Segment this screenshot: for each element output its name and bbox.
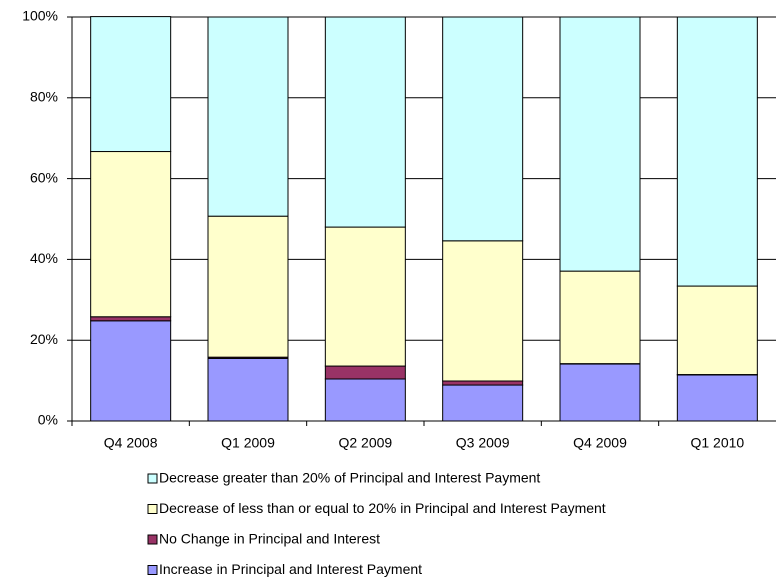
bar-segment (442, 16, 524, 242)
legend-label: Increase in Principal and Interest Payme… (159, 561, 422, 577)
y-tick-label: 40% (30, 250, 58, 266)
legend-swatch (147, 504, 158, 514)
bar-segment (324, 16, 406, 228)
bar-segment (559, 270, 641, 365)
bar-segment (442, 384, 524, 422)
legend-label: Decrease of less than or equal to 20% in… (159, 500, 606, 516)
legend-label: No Change in Principal and Interest (159, 531, 380, 547)
legend-swatch (147, 565, 158, 575)
x-tick-label: Q2 2009 (338, 435, 392, 451)
y-tick-label: 100% (22, 8, 58, 24)
legend-swatch (147, 534, 158, 545)
bar-segment (90, 151, 172, 318)
bar-segment (90, 316, 172, 322)
bar-segment (559, 363, 641, 422)
y-tick-label: 60% (30, 169, 58, 185)
x-tick-label: Q4 2009 (573, 435, 627, 451)
bar-segment (207, 16, 289, 217)
y-tick-label: 0% (38, 412, 58, 428)
bar-segment (207, 357, 289, 422)
bar-segment (324, 378, 406, 422)
y-tick-label: 20% (30, 331, 58, 347)
legend-swatch (147, 473, 158, 484)
bar-segment (324, 365, 406, 380)
x-tick-label: Q4 2008 (104, 435, 158, 451)
bar-segment (676, 374, 758, 422)
bar-segment (90, 16, 172, 153)
bar-segment (90, 320, 172, 422)
bar-segment (324, 226, 406, 367)
bar-segment (207, 215, 289, 358)
bar-segment (442, 380, 524, 386)
bar-segment (559, 16, 641, 272)
legend-label: Decrease greater than 20% of Principal a… (159, 470, 540, 486)
x-tick-label: Q3 2009 (456, 435, 510, 451)
bar-segment (442, 240, 524, 382)
x-tick-label: Q1 2009 (221, 435, 275, 451)
bar-segment (676, 285, 758, 376)
x-tick-label: Q1 2010 (690, 435, 744, 451)
bar-segment (676, 16, 758, 287)
y-tick-label: 80% (30, 89, 58, 105)
